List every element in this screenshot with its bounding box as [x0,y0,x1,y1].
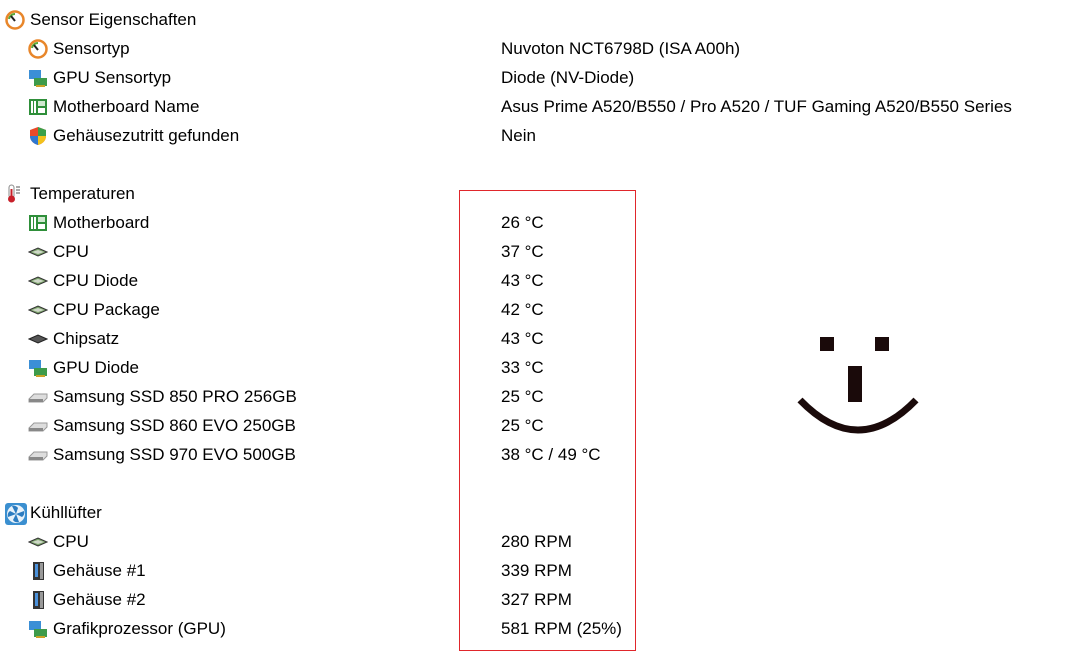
highlight-box [459,190,636,651]
gpu-icon [28,358,48,378]
tree-row[interactable]: Samsung SSD 850 PRO 256GB 25 °C [0,382,1068,411]
tree-row[interactable]: Motherboard Name Asus Prime A520/B550 / P… [0,92,1068,121]
field-value: 25 °C [501,387,544,406]
field-label: Gehäuse #1 [53,561,146,580]
field-label: GPU Sensortyp [53,68,172,87]
field-value: 43 °C [501,329,544,348]
field-value: 581 RPM (25%) [501,619,622,638]
field-value: 26 °C [501,213,544,232]
fan-icon [5,503,27,525]
drive-icon [28,387,48,407]
tree-row[interactable]: Chipsatz 43 °C [0,324,1068,353]
field-label: GPU Diode [53,358,139,377]
gpu-icon [28,619,48,639]
field-label: Motherboard Name [53,97,200,116]
field-label: Sensortyp [53,39,130,58]
cpu-icon [27,271,49,291]
field-label: CPU Package [53,300,160,319]
field-value: 43 °C [501,271,544,290]
field-value: Nuvoton NCT6798D (ISA A00h) [501,39,741,58]
tree-row[interactable]: CPU Diode 43 °C [0,266,1068,295]
gpu-icon [28,68,48,88]
field-label: CPU [53,532,89,551]
smiley-drawing [797,337,919,434]
section-label: Temperaturen [30,184,135,203]
tree-row[interactable]: Gehäuse #1 339 RPM [0,556,1068,585]
cpu-icon [27,300,49,320]
field-value: 327 RPM [501,590,572,609]
field-value: Nein [501,126,536,145]
cpu-icon [27,532,49,552]
field-label: CPU [53,242,89,261]
gauge-icon [5,10,25,30]
tree-row[interactable]: CPU Package 42 °C [0,295,1068,324]
field-value: 280 RPM [501,532,572,551]
motherboard-icon [28,213,48,233]
tree-row[interactable]: Samsung SSD 970 EVO 500GB 38 °C / 49 °C [0,440,1068,469]
field-label: Gehäusezutritt gefunden [53,126,240,145]
tree-row[interactable]: Gehäusezutritt gefunden Nein [0,121,1068,150]
section-0[interactable]: Sensor Eigenschaften [0,5,1068,34]
drive-icon [28,416,48,436]
field-value: Asus Prime A520/B550 / Pro A520 / TUF Ga… [501,97,1012,116]
field-label: Chipsatz [53,329,120,348]
field-value: Diode (NV-Diode) [501,68,635,87]
field-label: Samsung SSD 970 EVO 500GB [53,445,296,464]
section-2[interactable]: Kühllüfter [0,498,1068,527]
field-value: 33 °C [501,358,544,377]
tree-row[interactable]: Gehäuse #2 327 RPM [0,585,1068,614]
field-label: Grafikprozessor (GPU) [53,619,226,638]
case-icon [28,561,48,581]
tree-row[interactable]: Samsung SSD 860 EVO 250GB 25 °C [0,411,1068,440]
tree-row[interactable]: GPU Diode 33 °C [0,353,1068,382]
case-icon [28,590,48,610]
field-label: Motherboard [53,213,150,232]
section-label: Kühllüfter [30,503,102,522]
section-1[interactable]: Temperaturen [0,179,1068,208]
field-label: Gehäuse #2 [53,590,146,609]
field-value: 38 °C / 49 °C [501,445,601,464]
field-label: Samsung SSD 850 PRO 256GB [53,387,297,406]
field-value: 42 °C [501,300,544,319]
tree-row[interactable]: CPU 37 °C [0,237,1068,266]
shield-icon [28,126,48,146]
gauge-icon [28,39,48,59]
field-value: 37 °C [501,242,544,261]
field-value: 25 °C [501,416,544,435]
tree-row[interactable]: GPU Sensortyp Diode (NV-Diode) [0,63,1068,92]
tree-row[interactable]: Sensortyp Nuvoton NCT6798D (ISA A00h) [0,34,1068,63]
tree-row[interactable]: CPU 280 RPM [0,527,1068,556]
field-value: 339 RPM [501,561,572,580]
tree-row[interactable]: Motherboard 26 °C [0,208,1068,237]
chip-icon [27,329,49,349]
cpu-icon [27,242,49,262]
tree-row[interactable]: Grafikprozessor (GPU) 581 RPM (25%) [0,614,1068,643]
drive-icon [28,445,48,465]
field-label: Samsung SSD 860 EVO 250GB [53,416,296,435]
thermometer-icon [5,184,25,204]
field-label: CPU Diode [53,271,139,290]
motherboard-icon [28,97,48,117]
section-label: Sensor Eigenschaften [30,10,197,29]
